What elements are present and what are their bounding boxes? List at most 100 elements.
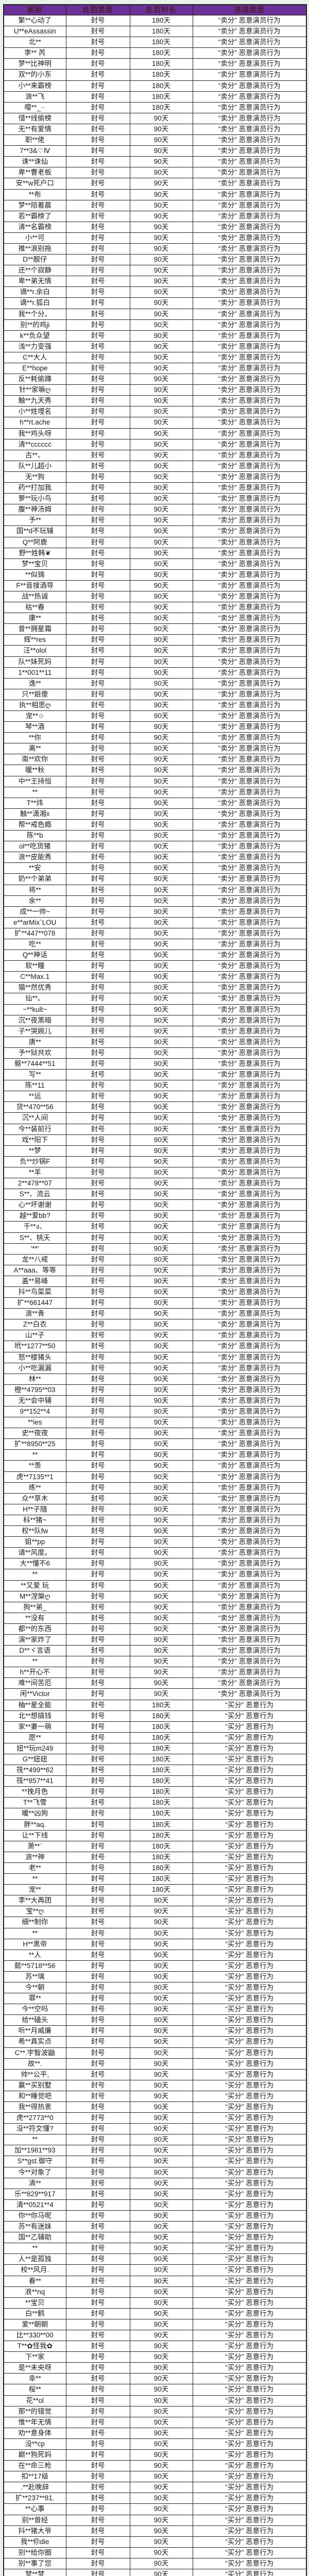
table-row: 史**夜夜 封号 90天 “卖分” 恶意演员行为 bbox=[3, 1428, 307, 1439]
duration-cell: 90天 bbox=[129, 1123, 193, 1135]
nickname-cell: **布 bbox=[3, 189, 66, 200]
table-row: 扩**447**078 封号 90天 “卖分” 恶意演员行为 bbox=[3, 927, 307, 939]
duration-cell: 90天 bbox=[129, 189, 193, 200]
nickname-cell: **ies bbox=[3, 1417, 66, 1429]
violation-cell: “卖分” 恶意演员行为 bbox=[192, 1449, 307, 1461]
duration-cell: 90天 bbox=[129, 1906, 193, 1918]
nickname-cell: 梦**陪着晨 bbox=[3, 199, 66, 211]
table-row: 柚**星全能 封号 180天 “买分” 恶意行为 bbox=[3, 1699, 307, 1711]
punish-type-cell: 封号 bbox=[65, 993, 130, 1005]
violation-cell: “卖分” 恶意演员行为 bbox=[192, 406, 307, 418]
duration-cell: 180天 bbox=[129, 47, 193, 59]
table-row: H**子隨 封号 90天 “卖分” 恶意演员行为 bbox=[3, 1503, 307, 1515]
table-row: 今**空吗 封号 90天 “买分” 恶意行为 bbox=[3, 2004, 307, 2015]
violation-cell: “卖分” 恶意演员行为 bbox=[192, 1384, 307, 1396]
punish-type-cell: 封号 bbox=[65, 569, 130, 581]
nickname-cell: 小**可 bbox=[3, 232, 66, 244]
duration-cell: 90天 bbox=[129, 2384, 193, 2396]
punish-type-cell: 封号 bbox=[65, 1742, 130, 1755]
nickname-cell: Ͼ**大人 bbox=[3, 351, 66, 364]
table-row: 我**得热衷 封号 90天 “买分” 恶意行为 bbox=[3, 2101, 307, 2113]
duration-cell: 90天 bbox=[129, 1917, 193, 1928]
violation-cell: “卖分” 恶意演员行为 bbox=[192, 721, 307, 733]
duration-cell: 90天 bbox=[129, 1199, 193, 1211]
table-row: 腹**神汤姆 封号 90天 “卖分” 恶意演员行为 bbox=[3, 504, 307, 516]
nickname-cell: **心事 bbox=[3, 2503, 66, 2515]
table-row: 今**装前行 封号 90天 “卖分” 恶意演员行为 bbox=[3, 1123, 307, 1135]
duration-cell: 90天 bbox=[129, 2341, 193, 2352]
table-row: 将** 封号 90天 “卖分” 恶意演员行为 bbox=[3, 884, 307, 896]
duration-cell: 90天 bbox=[129, 1949, 193, 1961]
punish-type-cell: 封号 bbox=[65, 1189, 130, 1200]
punishment-table: 昵称 处罚类型 处罚时长 违规类型 繁**心动了 封号 180天 “卖分” 恶意… bbox=[3, 4, 307, 2576]
violation-cell: “卖分” 恶意演员行为 bbox=[192, 341, 307, 352]
duration-cell: 180天 bbox=[129, 1840, 193, 1852]
nickname-cell: 7**3&♡Ⅳ bbox=[3, 145, 66, 157]
duration-cell: 90天 bbox=[129, 917, 193, 928]
duration-cell: 90天 bbox=[129, 1558, 193, 1570]
punish-type-cell: 封号 bbox=[65, 362, 130, 375]
table-row: 清**cccccc 封号 90天 “卖分” 恶意演员行为 bbox=[3, 438, 307, 450]
table-row: T**飞雪 封号 180天 “买分” 恶意行为 bbox=[3, 1797, 307, 1809]
nickname-cell: ** bbox=[3, 1927, 66, 1939]
violation-cell: “卖分” 恶意演员行为 bbox=[192, 634, 307, 646]
nickname-cell: 苏**有迷妹 bbox=[3, 2221, 66, 2233]
punish-type-cell: 封号 bbox=[65, 2536, 130, 2548]
punish-type-cell: 封号 bbox=[65, 1993, 130, 2005]
duration-cell: 90天 bbox=[129, 2460, 193, 2472]
punish-type-cell: 封号 bbox=[65, 1667, 130, 1679]
duration-cell: 90天 bbox=[129, 1971, 193, 1982]
violation-cell: “卖分” 恶意演员行为 bbox=[192, 1101, 307, 1113]
nickname-cell: 队**妹死妈 bbox=[3, 656, 66, 668]
table-row: 7**3&♡Ⅳ 封号 90天 “卖分” 恶意演员行为 bbox=[3, 145, 307, 157]
violation-cell: “卖分” 恶意演员行为 bbox=[192, 286, 307, 298]
nickname-cell: 别**给你圈 bbox=[3, 2547, 66, 2558]
punish-type-cell: 封号 bbox=[65, 1765, 130, 1776]
violation-cell: “卖分” 恶意演员行为 bbox=[192, 960, 307, 972]
nickname-cell: 筏**499**62 bbox=[3, 1765, 66, 1776]
duration-cell: 90天 bbox=[129, 406, 193, 418]
punish-type-cell: 封号 bbox=[65, 2275, 130, 2287]
violation-cell: “买分” 恶意行为 bbox=[192, 1884, 307, 1896]
punish-type-cell: 封号 bbox=[65, 1025, 130, 1037]
table-row: 筏**857**41 封号 180天 “买分” 恶意行为 bbox=[3, 1775, 307, 1787]
nickname-cell: **宝贝 bbox=[3, 2297, 66, 2309]
violation-cell: “卖分” 恶意演员行为 bbox=[192, 1395, 307, 1407]
duration-cell: 90天 bbox=[129, 2177, 193, 2189]
nickname-cell: 浪**青 bbox=[3, 1308, 66, 1320]
nickname-cell: 橙**4795**03 bbox=[3, 1384, 66, 1396]
duration-cell: 90天 bbox=[129, 2471, 193, 2483]
violation-cell: “卖分” 恶意演员行为 bbox=[192, 199, 307, 211]
duration-cell: 90天 bbox=[129, 971, 193, 983]
table-row: **布 封号 90天 “卖分” 恶意演员行为 bbox=[3, 189, 307, 200]
nickname-cell: 野**姓韩❦ bbox=[3, 547, 66, 559]
violation-cell: “卖分” 恶意演员行为 bbox=[192, 1569, 307, 1581]
punish-type-cell: 封号 bbox=[65, 2460, 130, 2472]
punish-type-cell: 封号 bbox=[65, 1526, 130, 1537]
duration-cell: 90天 bbox=[129, 884, 193, 896]
nickname-cell: 戏**阳下 bbox=[3, 1134, 66, 1146]
violation-cell: “买分” 恶意行为 bbox=[192, 2123, 307, 2135]
table-row: 扩**237**81. 封号 90天 “买分” 恶意行为 bbox=[3, 2493, 307, 2504]
table-row: Q**神话 封号 90天 “卖分” 恶意演员行为 bbox=[3, 950, 307, 961]
punish-type-cell: 封号 bbox=[65, 276, 130, 287]
punish-type-cell: 封号 bbox=[65, 634, 130, 646]
table-row: 没**符文懂? 封号 90天 “买分” 恶意行为 bbox=[3, 2123, 307, 2135]
punish-type-cell: 封号 bbox=[65, 677, 130, 689]
violation-cell: “买分” 恶意行为 bbox=[192, 2514, 307, 2526]
table-row: 清**名霸榜 封号 90天 “卖分” 恶意演员行为 bbox=[3, 221, 307, 233]
punish-type-cell: 封号 bbox=[65, 1775, 130, 1787]
violation-cell: “买分” 恶意行为 bbox=[192, 2090, 307, 2103]
violation-cell: “卖分” 恶意演员行为 bbox=[192, 862, 307, 874]
violation-cell: “买分” 恶意行为 bbox=[192, 1960, 307, 1972]
violation-cell: “卖分” 恶意演员行为 bbox=[192, 1351, 307, 1363]
duration-cell: 90天 bbox=[129, 276, 193, 287]
nickname-cell: 清**cccccc bbox=[3, 438, 66, 450]
duration-cell: 180天 bbox=[129, 91, 193, 103]
duration-cell: 90天 bbox=[129, 428, 193, 439]
punish-type-cell: 封号 bbox=[65, 1514, 130, 1527]
nickname-cell: 愿** bbox=[3, 1732, 66, 1743]
nickname-cell: **人 bbox=[3, 1949, 66, 1961]
nickname-cell: 沉**人间 bbox=[3, 1112, 66, 1124]
violation-cell: “卖分” 恶意演员行为 bbox=[192, 786, 307, 798]
